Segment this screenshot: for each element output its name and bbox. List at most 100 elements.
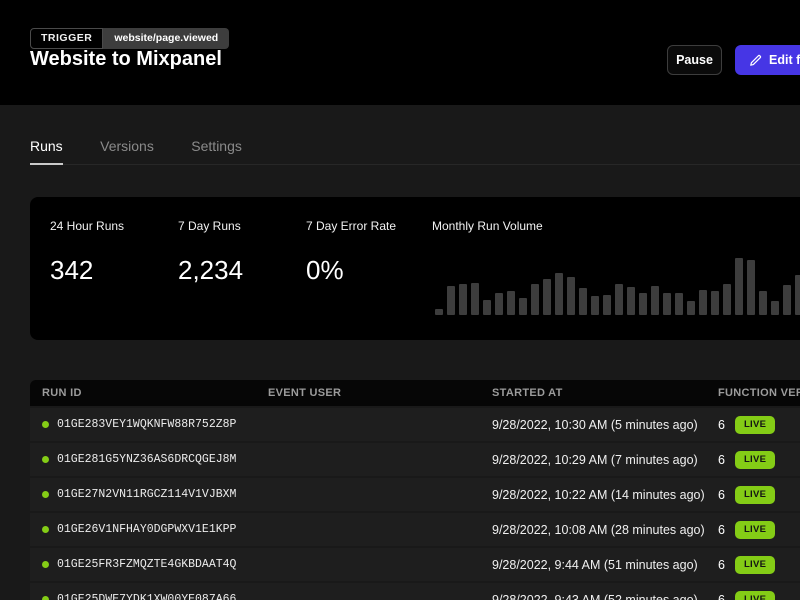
started-at-cell: 9/28/2022, 10:08 AM (28 minutes ago)	[492, 522, 705, 537]
chart-bar	[459, 284, 467, 315]
page-header: TRIGGER website/page.viewed Website to M…	[0, 0, 800, 105]
stat-label: 24 Hour Runs	[50, 219, 125, 233]
chart-bar	[771, 301, 779, 315]
stat-label: 7 Day Runs	[178, 219, 241, 233]
trigger-event-badge: website/page.viewed	[103, 28, 230, 49]
pencil-icon	[749, 54, 762, 67]
chart-bar	[675, 293, 683, 315]
run-row[interactable]: 01GE27N2VN11RGCZ114V1VJBXM 9/28/2022, 10…	[30, 478, 800, 511]
chart-bar	[567, 277, 575, 315]
chart-bar	[699, 290, 707, 315]
trigger-type-badge: TRIGGER	[30, 28, 104, 49]
stat-value: 2,234	[178, 255, 244, 285]
started-at-cell: 9/28/2022, 10:29 AM (7 minutes ago)	[492, 452, 698, 467]
live-badge: LIVE	[734, 415, 776, 434]
run-id-cell: 01GE27N2VN11RGCZ114V1VJBXM	[30, 488, 256, 501]
chart-title: Monthly Run Volume	[432, 219, 543, 233]
started-at-cell: 9/28/2022, 9:43 AM (52 minutes ago)	[492, 592, 698, 600]
run-id: 01GE26V1NFHAY0DGPWXV1E1KPP	[57, 523, 237, 536]
chart-bar	[759, 291, 767, 315]
trigger-badge-group: TRIGGER website/page.viewed	[30, 28, 230, 49]
stat-value: 342	[50, 255, 94, 285]
stat-7-day-error-rate: 7 Day Error Rate 0%	[306, 219, 396, 286]
version-number: 6	[718, 487, 725, 502]
chart-bar	[507, 290, 515, 315]
column-header-run-id: RUN ID	[42, 387, 82, 399]
tab-settings[interactable]: Settings	[191, 138, 242, 154]
chart-bar	[435, 308, 443, 315]
run-row[interactable]: 01GE25DWE7YDK1XW00YE087A66 9/28/2022, 9:…	[30, 583, 800, 600]
chart-bar	[447, 285, 455, 315]
chart-bar	[639, 293, 647, 315]
chart-bar	[795, 274, 800, 315]
tab-runs[interactable]: Runs	[30, 138, 63, 165]
run-id-cell: 01GE25FR3FZMQZTE4GKBDAAT4Q	[30, 558, 256, 571]
run-row[interactable]: 01GE281G5YNZ36AS6DRCQGEJ8M 9/28/2022, 10…	[30, 443, 800, 476]
tab-versions[interactable]: Versions	[100, 138, 154, 154]
run-id-cell: 01GE281G5YNZ36AS6DRCQGEJ8M	[30, 453, 256, 466]
status-dot-icon	[42, 491, 49, 498]
page-title: Website to Mixpanel	[30, 48, 222, 70]
chart-bar	[531, 284, 539, 315]
live-badge: LIVE	[734, 590, 776, 600]
run-id: 01GE25FR3FZMQZTE4GKBDAAT4Q	[57, 558, 237, 571]
live-badge: LIVE	[734, 450, 776, 469]
version-number: 6	[718, 417, 725, 432]
function-version-cell: 6 LIVE	[706, 590, 800, 600]
stat-24-hour-runs: 24 Hour Runs 342	[50, 219, 124, 286]
chart-bar	[615, 284, 623, 315]
chart-bar	[627, 287, 635, 315]
chart-bar	[747, 260, 755, 315]
chart-bar	[543, 279, 551, 315]
started-at-cell: 9/28/2022, 10:22 AM (14 minutes ago)	[492, 487, 705, 502]
status-dot-icon	[42, 526, 49, 533]
column-header-function-version: FUNCTION VERSION	[718, 387, 800, 399]
chart-bar	[483, 299, 491, 315]
run-id: 01GE25DWE7YDK1XW00YE087A66	[57, 593, 237, 600]
chart-bar	[591, 296, 599, 315]
chart-bar	[783, 285, 791, 315]
run-row[interactable]: 01GE25FR3FZMQZTE4GKBDAAT4Q 9/28/2022, 9:…	[30, 548, 800, 581]
chart-bar	[663, 292, 671, 315]
chart-bar	[519, 297, 527, 315]
runs-table: RUN ID EVENT USER STARTED AT FUNCTION VE…	[30, 380, 800, 600]
status-dot-icon	[42, 561, 49, 568]
chart-bar	[555, 273, 563, 315]
function-version-cell: 6 LIVE	[706, 415, 800, 434]
started-at-cell: 9/28/2022, 10:30 AM (5 minutes ago)	[492, 417, 698, 432]
run-id: 01GE27N2VN11RGCZ114V1VJBXM	[57, 488, 237, 501]
run-row[interactable]: 01GE26V1NFHAY0DGPWXV1E1KPP 9/28/2022, 10…	[30, 513, 800, 546]
function-version-cell: 6 LIVE	[706, 555, 800, 574]
chart-bar	[579, 287, 587, 315]
pause-button[interactable]: Pause	[667, 45, 722, 75]
runs-table-header: RUN ID EVENT USER STARTED AT FUNCTION VE…	[30, 380, 800, 406]
edit-function-button[interactable]: Edit function	[735, 45, 800, 75]
function-version-cell: 6 LIVE	[706, 485, 800, 504]
chart-bar	[651, 285, 659, 315]
status-dot-icon	[42, 596, 49, 600]
run-id-cell: 01GE283VEY1WQKNFW88R752Z8P	[30, 418, 256, 431]
chart-bar	[471, 282, 479, 315]
function-version-cell: 6 LIVE	[706, 520, 800, 539]
chart-bar	[723, 284, 731, 315]
version-number: 6	[718, 557, 725, 572]
column-header-started-at: STARTED AT	[492, 387, 563, 399]
status-dot-icon	[42, 456, 49, 463]
stat-value: 0%	[306, 255, 344, 285]
stat-label: 7 Day Error Rate	[306, 219, 397, 233]
version-number: 6	[718, 522, 725, 537]
monthly-run-volume-chart	[435, 253, 800, 315]
stat-7-day-runs: 7 Day Runs 2,234	[178, 219, 243, 286]
chart-bar	[711, 290, 719, 315]
chart-bar	[495, 293, 503, 315]
chart-bar	[735, 257, 743, 315]
live-badge: LIVE	[734, 485, 776, 504]
run-row[interactable]: 01GE283VEY1WQKNFW88R752Z8P 9/28/2022, 10…	[30, 408, 800, 441]
live-badge: LIVE	[734, 555, 776, 574]
version-number: 6	[718, 452, 725, 467]
run-id-cell: 01GE25DWE7YDK1XW00YE087A66	[30, 593, 256, 600]
run-id: 01GE283VEY1WQKNFW88R752Z8P	[57, 418, 237, 431]
chart-bar	[603, 295, 611, 315]
live-badge: LIVE	[734, 520, 776, 539]
